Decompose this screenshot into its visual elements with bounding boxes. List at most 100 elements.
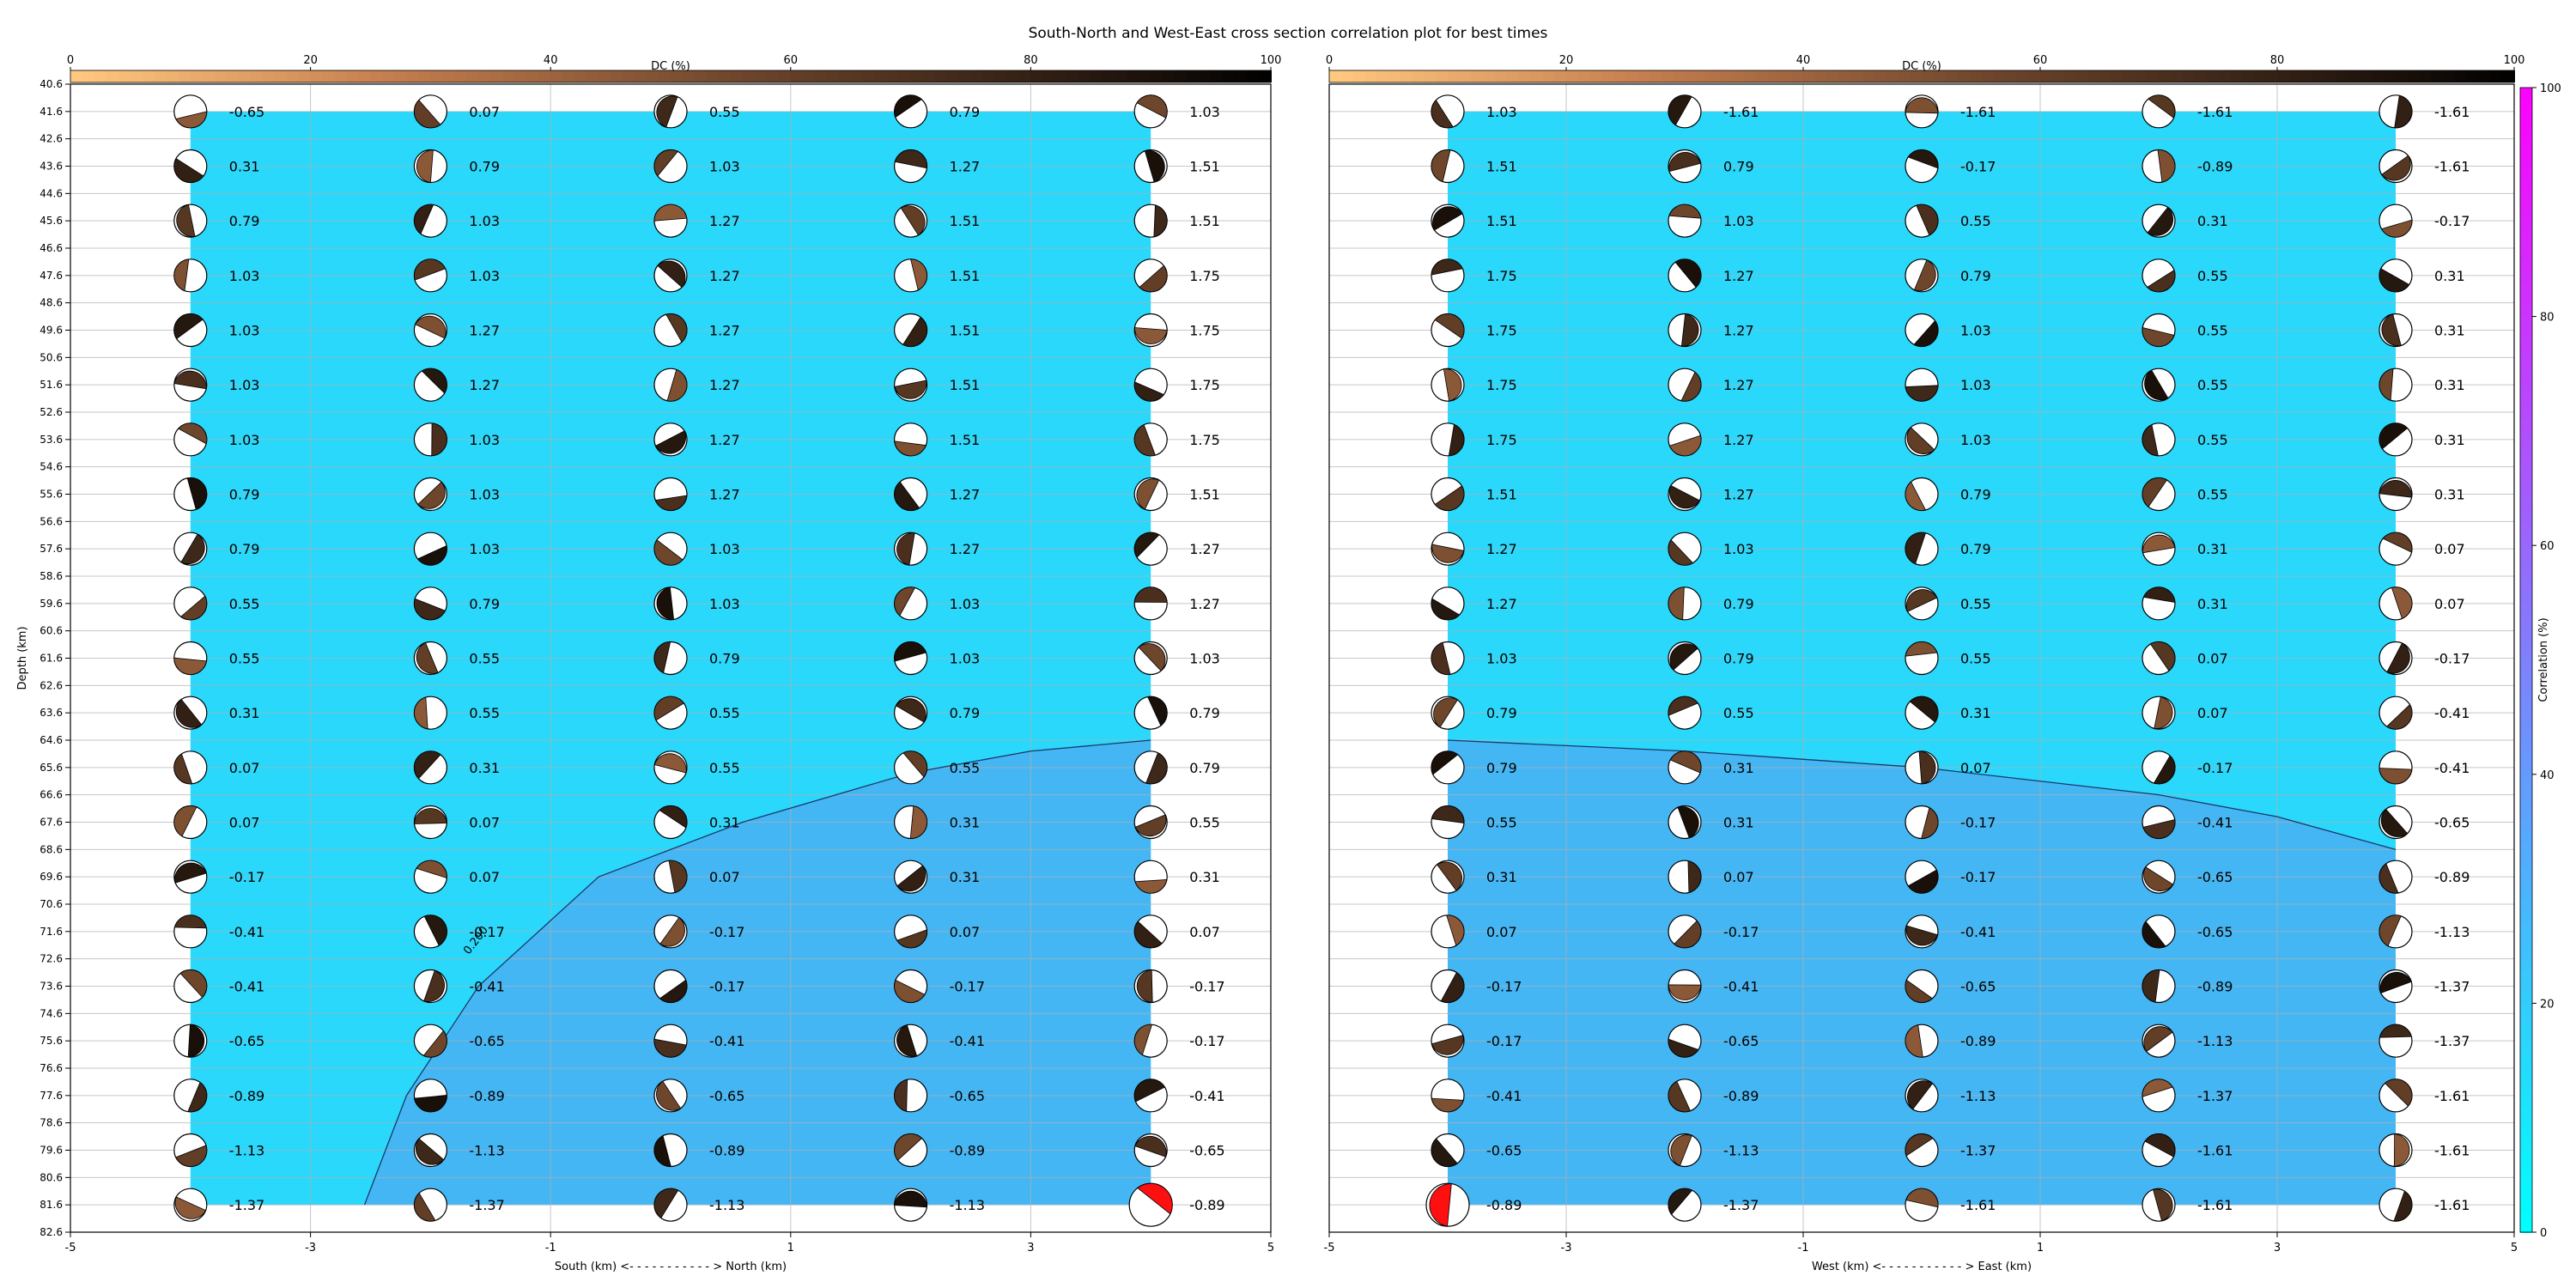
- beachball: [893, 532, 928, 566]
- y-axis-label: Depth (km): [16, 626, 29, 690]
- beachball: [173, 641, 208, 676]
- time-label: -0.65: [2197, 924, 2233, 940]
- correlation-colorbar-segment: [2520, 683, 2532, 696]
- time-label: 0.55: [709, 760, 740, 776]
- beachball-compression-quadrant: [2379, 480, 2413, 498]
- time-label: -0.41: [2434, 760, 2470, 776]
- time-label: -0.89: [1723, 1088, 1759, 1104]
- dc-colorbar-segment: [754, 70, 768, 82]
- beachball: [2379, 805, 2413, 840]
- time-label: 0.07: [229, 815, 260, 831]
- time-label: -0.41: [950, 1033, 985, 1049]
- time-label: 0.55: [1960, 213, 1991, 229]
- correlation-colorbar-segment: [2520, 1072, 2532, 1084]
- time-label: 0.55: [2197, 487, 2228, 503]
- y-tick-label: 57.6: [39, 543, 63, 555]
- beachball: [2379, 313, 2413, 348]
- beachball: [2379, 969, 2413, 1004]
- time-label: 1.27: [709, 268, 740, 284]
- time-label: 0.31: [2434, 432, 2465, 448]
- time-label: 0.55: [2197, 323, 2228, 339]
- y-tick-label: 78.6: [39, 1117, 63, 1129]
- beachball-compression-quadrant: [174, 862, 207, 884]
- beachball: [1668, 532, 1702, 566]
- beachball-compression-quadrant: [896, 532, 915, 566]
- dc-colorbar-segment: [1175, 70, 1188, 82]
- beachball-compression-quadrant: [1680, 371, 1702, 402]
- beachball-compression-quadrant: [894, 440, 927, 457]
- beachball: [1431, 313, 1465, 348]
- beachball-compression-quadrant: [653, 149, 678, 177]
- correlation-colorbar-segment: [2520, 648, 2532, 661]
- beachball-compression-quadrant: [657, 260, 686, 289]
- correlation-colorbar-segment: [2520, 442, 2532, 455]
- beachball: [1668, 149, 1702, 184]
- correlation-colorbar-segment: [2520, 88, 2532, 100]
- correlation-colorbar-frame: [2519, 87, 2533, 1233]
- beachball-compression-quadrant: [416, 544, 447, 566]
- beachball: [1133, 696, 1168, 730]
- beachball-compression-quadrant: [894, 481, 920, 511]
- beachball-compression-quadrant: [414, 1192, 436, 1222]
- dc-colorbar-segment: [934, 70, 948, 82]
- beachball-compression-quadrant: [2142, 819, 2176, 839]
- beachball-compression-quadrant: [1136, 94, 1168, 118]
- dc-colorbar-segment: [2312, 70, 2326, 82]
- beachball-compression-quadrant: [2142, 424, 2159, 457]
- beachball: [413, 313, 447, 348]
- time-label: 0.07: [469, 869, 500, 885]
- time-label: 1.03: [709, 596, 740, 612]
- dc-colorbar-segment: [250, 70, 264, 82]
- correlation-colorbar-segment: [2520, 591, 2532, 604]
- beachball-compression-quadrant: [416, 641, 439, 674]
- dc-colorbar-segment: [1910, 70, 1923, 82]
- beachball: [1431, 969, 1465, 1004]
- beachball: [2379, 914, 2413, 949]
- correlation-colorbar-segment: [2520, 842, 2532, 856]
- contour-line: [1447, 739, 2397, 850]
- beachball-compression-quadrant: [1905, 97, 1939, 114]
- correlation-colorbar-segment: [2520, 1037, 2532, 1050]
- beachball-compression-quadrant: [1905, 385, 1939, 402]
- beachball-compression-quadrant: [179, 595, 208, 621]
- y-tick-label: 51.6: [39, 379, 63, 391]
- beachball-compression-quadrant: [1432, 206, 1463, 231]
- beachball-compression-quadrant: [173, 805, 197, 837]
- correlation-colorbar-segment: [2520, 568, 2532, 581]
- time-label: -0.65: [1486, 1143, 1522, 1159]
- dc-colorbar-segment: [1685, 70, 1698, 82]
- beachball-compression-quadrant: [659, 979, 688, 1003]
- dc-colorbar-segment: [2099, 70, 2112, 82]
- beachball-compression-quadrant: [1133, 920, 1163, 949]
- dc-colorbar-segment: [635, 70, 648, 82]
- beachball: [1431, 1024, 1465, 1058]
- beachball-compression-quadrant: [1134, 327, 1168, 344]
- time-label: -1.61: [1723, 104, 1759, 120]
- beachball-compression-quadrant: [894, 1078, 908, 1112]
- time-label: 1.03: [229, 377, 260, 393]
- beachball: [173, 368, 208, 402]
- beachball-compression-quadrant: [2142, 477, 2168, 507]
- time-label: 1.03: [469, 487, 500, 503]
- time-label: 0.31: [950, 869, 981, 885]
- beachball: [893, 204, 928, 238]
- dc-colorbar-segment: [982, 70, 996, 82]
- dc-colorbar-segment: [671, 70, 683, 82]
- dc-colorbar-segment: [730, 70, 744, 82]
- beachball-compression-quadrant: [1431, 750, 1459, 775]
- beachball-compression-quadrant: [2379, 268, 2410, 293]
- time-label: -1.13: [2434, 924, 2470, 940]
- time-label: 1.03: [469, 268, 500, 284]
- dc-colorbar-segment: [118, 70, 131, 82]
- beachball: [173, 204, 208, 238]
- correlation-colorbar-segment: [2520, 99, 2532, 112]
- time-label: -0.17: [1486, 979, 1522, 995]
- y-tick-label: 42.6: [39, 133, 63, 145]
- correlation-colorbar-segment: [2520, 293, 2532, 307]
- correlation-colorbar-segment: [2520, 580, 2532, 592]
- dc-colorbar-segment: [958, 70, 972, 82]
- beachball: [2379, 641, 2413, 676]
- beachball-compression-quadrant: [414, 750, 441, 780]
- beachball: [413, 1133, 447, 1168]
- y-tick-label: 53.6: [39, 434, 63, 446]
